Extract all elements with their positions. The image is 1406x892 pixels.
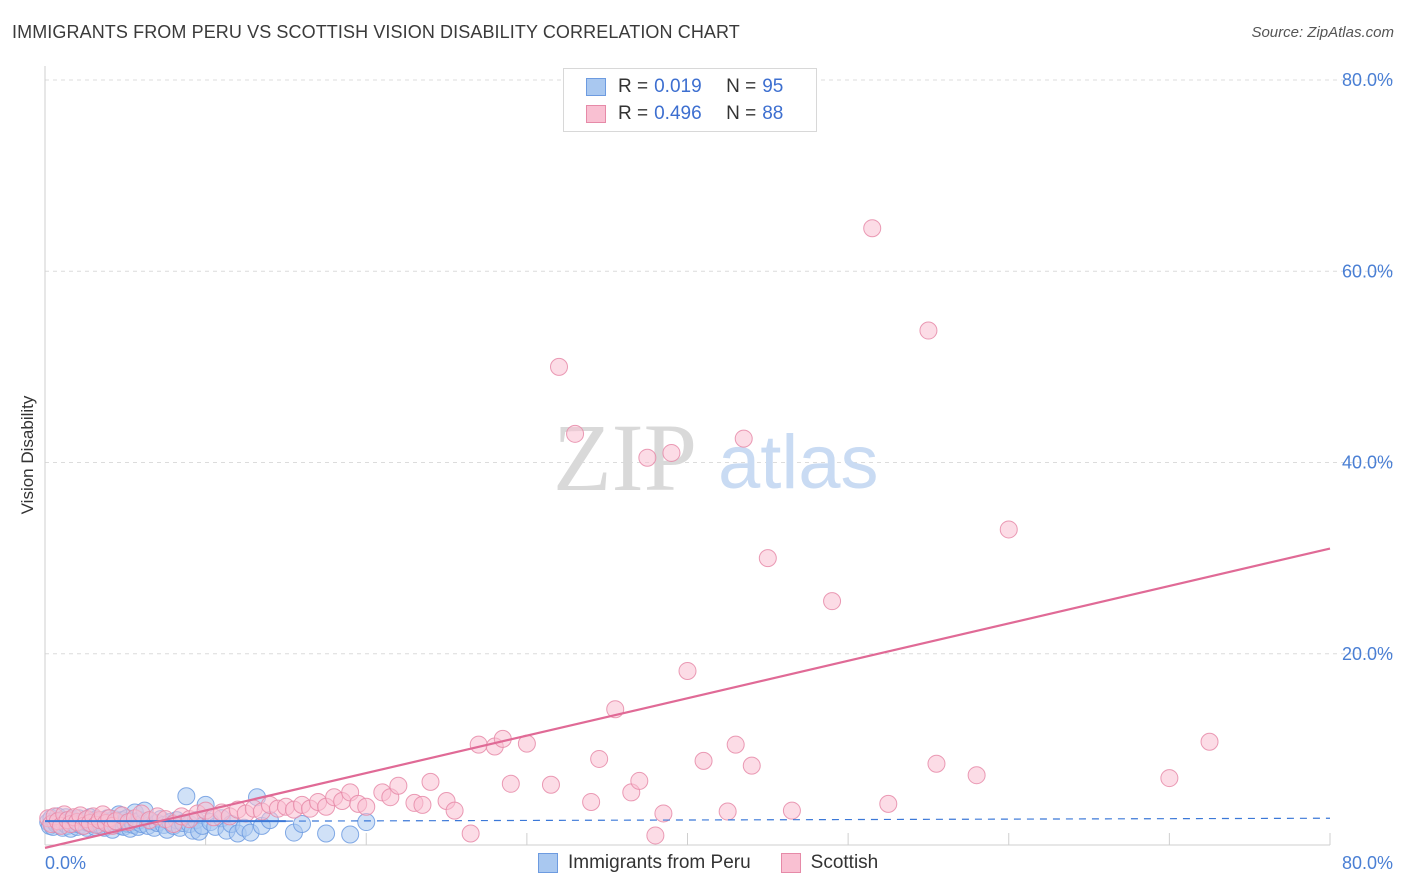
x-tick-label-max: 80.0% — [1342, 853, 1393, 873]
point-scottish — [445, 801, 464, 820]
series-label-peru: Immigrants from Peru — [568, 852, 751, 873]
legend-swatch-scottish — [586, 105, 606, 123]
point-scottish — [1160, 769, 1179, 788]
point-peru — [357, 813, 376, 832]
point-scottish — [662, 443, 681, 462]
legend-swatch-peru — [586, 78, 606, 96]
point-scottish — [582, 792, 601, 811]
legend-n-value: 88 — [762, 103, 784, 124]
point-scottish — [638, 448, 657, 467]
data-points — [39, 219, 1219, 845]
point-scottish — [1200, 732, 1219, 751]
y-tick-label: 40.0% — [1342, 453, 1393, 473]
point-scottish — [630, 771, 649, 790]
legend-r-label: R = — [618, 103, 649, 124]
point-scottish — [823, 592, 842, 611]
point-scottish — [654, 804, 673, 823]
watermark: ZIP atlas — [553, 404, 879, 511]
series-swatch-scottish — [780, 853, 801, 873]
point-scottish — [742, 756, 761, 775]
point-scottish — [734, 429, 753, 448]
y-tick-label: 20.0% — [1342, 644, 1393, 664]
series-legend-peru[interactable]: Immigrants from Peru — [538, 852, 751, 874]
legend-r-label: R = — [618, 76, 649, 97]
point-peru — [293, 814, 311, 833]
correlation-legend: R = 0.019 N = 95 R = 0.496 N = 88 — [563, 68, 817, 132]
point-peru — [177, 787, 196, 806]
point-scottish — [782, 801, 801, 820]
point-scottish — [718, 802, 737, 821]
point-scottish — [413, 795, 432, 814]
point-scottish — [357, 797, 376, 816]
legend-r-value: 0.496 — [654, 103, 702, 124]
point-scottish — [863, 219, 882, 238]
tick-labels: 20.0% 40.0% 60.0% 80.0% 0.0% 80.0% — [45, 70, 1393, 873]
point-scottish — [678, 661, 697, 680]
point-scottish — [919, 321, 938, 340]
trend-line-scottish — [44, 547, 1331, 849]
legend-row-peru: R = 0.019 N = 95 — [586, 75, 783, 99]
trend-lines — [44, 547, 1331, 849]
x-tick-label-min: 0.0% — [45, 853, 86, 873]
point-scottish — [541, 775, 560, 794]
legend-n-value: 95 — [762, 76, 784, 97]
point-scottish — [566, 424, 585, 443]
trend-line-peru-extended — [285, 817, 1331, 822]
point-scottish — [999, 520, 1018, 539]
point-scottish — [967, 766, 986, 785]
point-scottish — [550, 357, 568, 376]
point-scottish — [501, 774, 520, 793]
point-scottish — [461, 824, 480, 843]
series-legend: Immigrants from Peru Scottish — [538, 852, 908, 874]
point-scottish — [758, 549, 777, 568]
y-tick-label: 60.0% — [1342, 261, 1393, 281]
point-scottish — [590, 749, 609, 768]
chart-title: IMMIGRANTS FROM PERU VS SCOTTISH VISION … — [12, 22, 740, 42]
series-swatch-peru — [538, 853, 558, 873]
point-scottish — [726, 735, 745, 754]
source-attribution: Source: ZipAtlas.com — [1251, 24, 1394, 41]
point-peru — [341, 825, 360, 844]
legend-row-scottish: R = 0.496 N = 88 — [586, 102, 783, 126]
series-label-scottish: Scottish — [810, 852, 879, 873]
y-tick-label: 80.0% — [1342, 70, 1393, 90]
point-peru — [317, 824, 336, 843]
point-scottish — [927, 754, 946, 773]
legend-n-label: N = — [726, 103, 757, 124]
legend-r-value: 0.019 — [654, 76, 702, 97]
point-scottish — [879, 794, 898, 813]
legend-n-label: N = — [726, 76, 757, 97]
point-scottish — [389, 776, 408, 795]
point-scottish — [694, 751, 713, 770]
point-scottish — [421, 772, 440, 791]
gridlines — [45, 79, 1393, 655]
series-legend-scottish[interactable]: Scottish — [780, 852, 879, 874]
point-scottish — [646, 826, 665, 845]
